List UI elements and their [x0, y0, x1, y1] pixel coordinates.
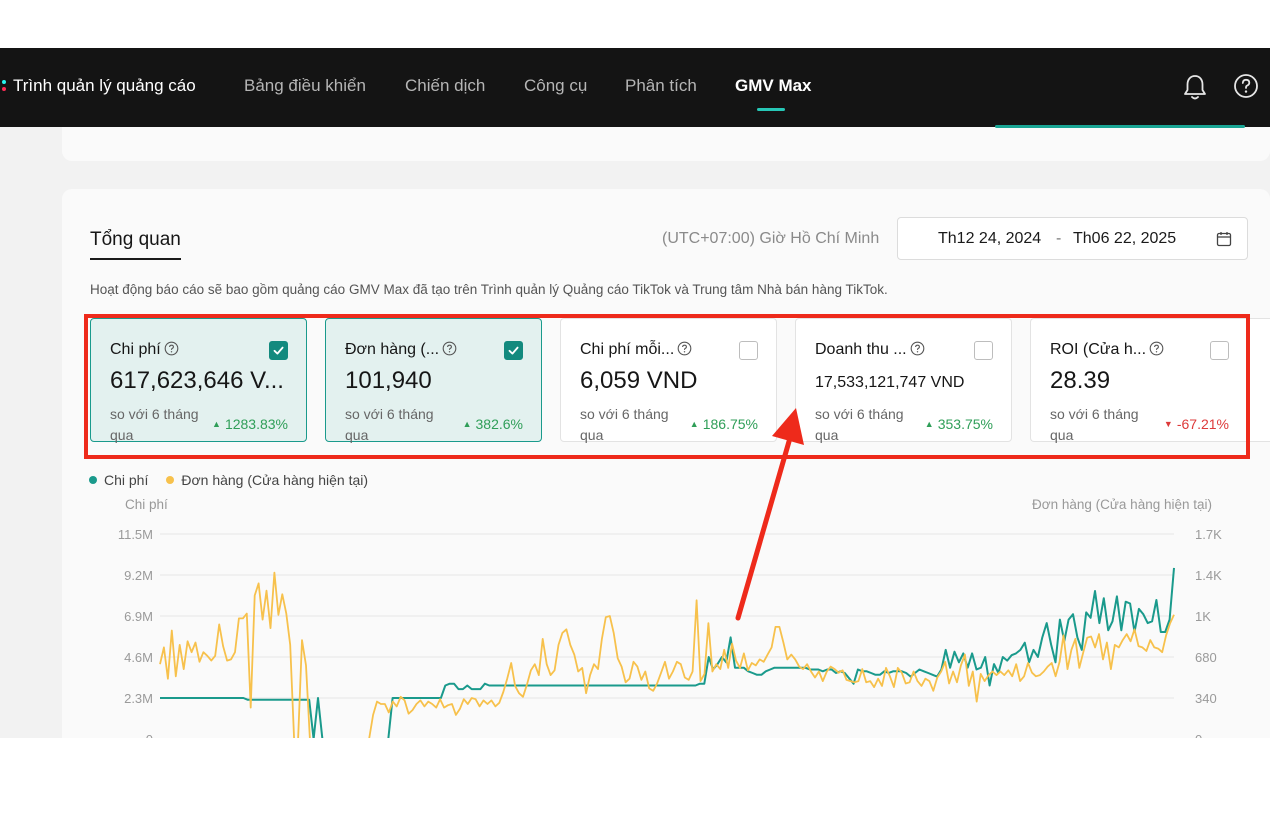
overview-tab[interactable]: Tổng quan — [90, 229, 181, 250]
app-window: Trình quản lý quảng cáo Bảng điều khiển … — [0, 48, 1270, 738]
metric-value: 17,533,121,747 VND — [815, 374, 965, 391]
series-line-cost — [160, 567, 1175, 738]
nav-item-analytics[interactable]: Phân tích — [625, 76, 697, 95]
metric-checkbox[interactable] — [504, 341, 523, 360]
y-axis-left-title: Chi phí — [125, 497, 168, 512]
metric-value: 617,623,646 V... — [110, 367, 284, 394]
legend-item-orders[interactable]: Đơn hàng (Cửa hàng hiện tại) — [166, 472, 368, 488]
metric-change: ▲ 1283.83% — [212, 416, 288, 432]
metric-card-roi[interactable]: ROI (Cửa h... 28.39 so với 6 tháng qua ▼… — [1030, 318, 1270, 443]
notification-bell-icon[interactable] — [1182, 73, 1208, 101]
metric-value: 6,059 VND — [580, 367, 698, 394]
overview-card: Tổng quan (UTC+07:00) Giờ Hồ Chí Minh Th… — [62, 189, 1270, 738]
metric-card-cost[interactable]: Chi phí 617,623,646 V... so với 6 tháng … — [90, 318, 307, 443]
legend-dot — [166, 476, 175, 484]
y-left-tick-label: 6.9M — [124, 609, 153, 624]
metric-compare-label: so với 6 tháng qua — [345, 406, 434, 443]
calendar-icon — [1216, 232, 1232, 247]
active-tab-indicator — [757, 108, 785, 111]
line-chart: 11.5M 1.7K 9.2M 1.4K 6.9M 1K 4.6M 680 2.3M 340 0 0 — [118, 527, 1222, 738]
info-icon[interactable] — [164, 341, 179, 356]
metric-checkbox[interactable] — [739, 341, 758, 360]
metric-checkbox[interactable] — [1210, 341, 1229, 360]
metric-label: Doanh thu ... — [815, 341, 925, 359]
metric-card-orders[interactable]: Đơn hàng (... 101,940 so với 6 tháng qua… — [325, 318, 542, 443]
y-right-tick-label: 1.7K — [1195, 527, 1222, 542]
metric-change: ▲ 382.6% — [462, 416, 523, 432]
timezone-label: (UTC+07:00) Giờ Hồ Chí Minh — [662, 230, 880, 247]
info-icon[interactable] — [442, 341, 457, 356]
nav-item-campaigns[interactable]: Chiến dịch — [405, 76, 486, 95]
y-right-tick-label: 340 — [1195, 691, 1217, 706]
tiktok-logo-icon — [0, 79, 10, 93]
metric-card-cost-per-order[interactable]: Chi phí mỗi... 6,059 VND so với 6 tháng … — [560, 318, 777, 443]
y-left-tick-label: 2.3M — [124, 691, 153, 706]
date-start: Th12 24, 2024 — [938, 230, 1042, 247]
metric-value: 28.39 — [1050, 367, 1111, 394]
y-right-tick-label: 0 — [1195, 732, 1202, 738]
nav-item-dashboard[interactable]: Bảng điều khiển — [244, 76, 366, 95]
y-left-tick-label: 0 — [146, 732, 153, 738]
y-right-tick-label: 1.4K — [1195, 568, 1222, 583]
legend-dot — [89, 476, 97, 484]
metric-label: Chi phí — [110, 341, 179, 359]
metric-compare-label: so với 6 tháng qua — [580, 406, 669, 443]
metric-checkbox[interactable] — [974, 341, 993, 360]
trend-arrow-icon: ▲ — [462, 419, 472, 429]
trend-arrow-icon: ▲ — [924, 419, 934, 429]
trend-arrow-icon: ▼ — [1163, 419, 1173, 429]
y-left-tick-label: 11.5M — [118, 527, 153, 542]
date-end: Th06 22, 2025 — [1073, 230, 1177, 247]
metric-value: 101,940 — [345, 367, 432, 394]
brand-title: Trình quản lý quảng cáo — [13, 76, 196, 95]
chart-legend: Chi phí Đơn hàng (Cửa hàng hiện tại) — [89, 472, 386, 488]
metric-checkbox[interactable] — [269, 341, 288, 360]
info-icon[interactable] — [910, 341, 925, 356]
overview-description: Hoạt động báo cáo sẽ bao gồm quảng cáo G… — [90, 282, 888, 297]
metric-compare-label: so với 6 tháng qua — [110, 406, 199, 443]
info-icon[interactable] — [1149, 341, 1164, 356]
brand[interactable]: Trình quản lý quảng cáo — [0, 76, 196, 96]
metric-change: ▲ 353.75% — [924, 416, 993, 432]
filter-card-button-edge[interactable] — [995, 125, 1245, 128]
metric-compare-label: so với 6 tháng qua — [815, 406, 904, 443]
date-range-picker[interactable]: Th12 24, 2024 - Th06 22, 2025 — [897, 217, 1248, 260]
trend-arrow-icon: ▲ — [689, 419, 699, 429]
y-left-tick-label: 9.2M — [124, 568, 153, 583]
metric-change: ▲ 186.75% — [689, 416, 758, 432]
metric-label: ROI (Cửa h... — [1050, 341, 1164, 359]
info-icon[interactable] — [677, 341, 692, 356]
metric-change: ▼ -67.21% — [1163, 416, 1229, 432]
y-axis-right-title: Đơn hàng (Cửa hàng hiện tại) — [1032, 497, 1212, 512]
metric-compare-label: so với 6 tháng qua — [1050, 406, 1139, 443]
overview-tab-underline — [90, 258, 181, 260]
series-line-orders — [159, 571, 1175, 738]
date-separator: - — [1056, 230, 1062, 247]
y-right-tick-label: 1K — [1195, 609, 1211, 624]
y-left-tick-label: 4.6M — [124, 650, 153, 665]
trend-arrow-icon: ▲ — [212, 419, 221, 429]
top-nav-bar: Trình quản lý quảng cáo Bảng điều khiển … — [0, 48, 1270, 127]
nav-item-tools[interactable]: Công cụ — [524, 76, 588, 95]
metric-label: Chi phí mỗi... — [580, 341, 692, 359]
help-icon[interactable] — [1233, 73, 1259, 99]
legend-item-cost[interactable]: Chi phí — [89, 472, 148, 488]
nav-item-gmv-max[interactable]: GMV Max — [735, 76, 812, 95]
metric-label: Đơn hàng (... — [345, 341, 457, 359]
metric-card-revenue[interactable]: Doanh thu ... 17,533,121,747 VND so với … — [795, 318, 1012, 443]
y-right-tick-label: 680 — [1195, 650, 1217, 665]
